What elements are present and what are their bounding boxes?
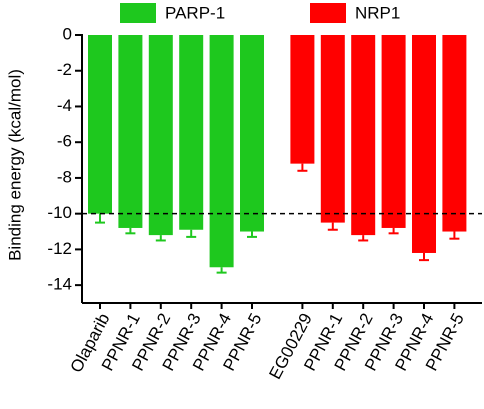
y-tick-label: -4 (57, 96, 72, 115)
y-tick-label: -10 (47, 203, 72, 222)
y-tick-label: -6 (57, 132, 72, 151)
bar (381, 35, 406, 228)
bar (412, 35, 436, 253)
bar (148, 35, 173, 236)
y-tick-label: -8 (57, 167, 72, 186)
bar (179, 35, 204, 230)
bar (442, 35, 467, 232)
legend-swatch (120, 3, 156, 23)
bar (118, 35, 143, 228)
y-tick-label: 0 (63, 24, 72, 43)
bar (290, 35, 315, 164)
y-tick-label: -2 (57, 60, 72, 79)
y-tick-label: -12 (47, 239, 72, 258)
legend-label: NRP1 (355, 3, 400, 22)
bar (320, 35, 345, 223)
bar (240, 35, 264, 232)
bar (209, 35, 234, 268)
bar (88, 35, 112, 214)
y-axis-label: Binding energy (kcal/mol) (5, 69, 24, 261)
legend-swatch (310, 3, 346, 23)
y-tick-label: -14 (47, 275, 72, 294)
legend-label: PARP-1 (165, 3, 225, 22)
x-tick-label: EG00229 (265, 310, 316, 382)
bar (351, 35, 376, 236)
